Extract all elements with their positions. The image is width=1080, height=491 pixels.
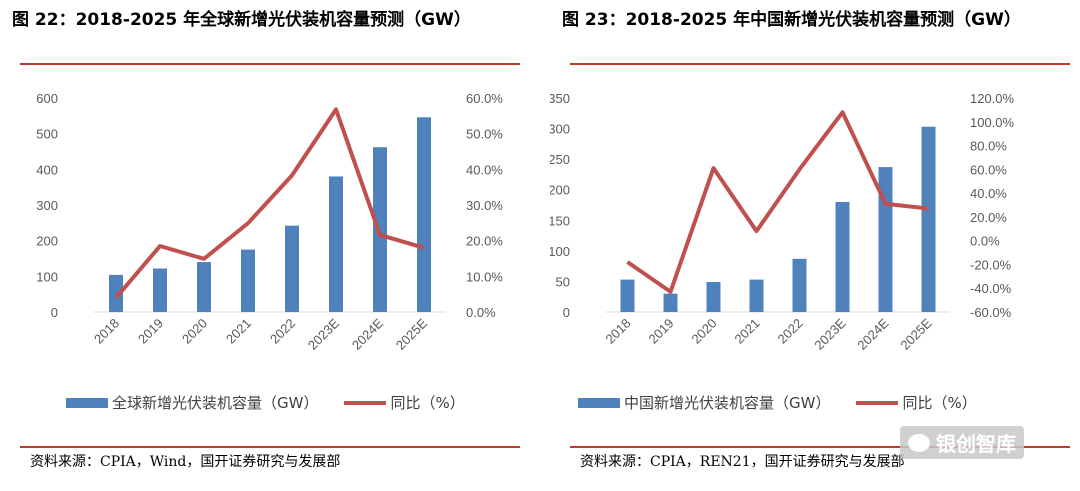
y-right-tick-label: -60.0% bbox=[970, 305, 1012, 320]
y-right-tick-label: 40.0% bbox=[970, 186, 1007, 201]
source-note: 资料来源：CPIA，REN21，国开证券研究与发展部 bbox=[580, 454, 905, 470]
x-tick-label: 2020 bbox=[689, 316, 720, 347]
figure-title: 图 22：2018-2025 年全球新增光伏装机容量预测（GW） bbox=[12, 10, 471, 30]
y-left-tick-label: 100 bbox=[36, 269, 58, 284]
y-right-tick-label: 0.0% bbox=[970, 234, 1000, 249]
y-right-tick-label: 40.0% bbox=[466, 162, 503, 177]
bar bbox=[620, 279, 635, 312]
chart-panel-global: 图 22：2018-2025 年全球新增光伏装机容量预测（GW） 0 100 200… bbox=[0, 0, 530, 491]
y-left-tick-label: 100 bbox=[550, 244, 570, 259]
y-left-tick-label: 0 bbox=[51, 305, 58, 320]
x-tick-label: 2019 bbox=[646, 316, 677, 347]
legend-line-swatch bbox=[344, 400, 387, 405]
chart-legend: 中国新增光伏装机容量（GW） 同比（%） bbox=[578, 392, 977, 413]
y-right-tick-label: 50.0% bbox=[466, 127, 503, 142]
legend-line-label: 同比（%） bbox=[902, 394, 977, 412]
y-right-tick-label: 80.0% bbox=[970, 139, 1007, 154]
y-left-tick-label: 600 bbox=[36, 91, 58, 106]
x-tick-label: 2019 bbox=[135, 316, 166, 347]
bar bbox=[706, 282, 721, 312]
y-left-tick-label: 500 bbox=[36, 127, 58, 142]
legend-bar-swatch bbox=[66, 397, 108, 408]
y-left-tick-label: 350 bbox=[550, 91, 570, 106]
legend-bar-label: 中国新增光伏装机容量（GW） bbox=[624, 394, 831, 412]
y-left-tick-label: 400 bbox=[36, 162, 58, 177]
y-left-tick-label: 0 bbox=[563, 305, 570, 320]
y-right-tick-label: 60.0% bbox=[970, 162, 1007, 177]
bar bbox=[109, 274, 123, 312]
chart-svg-china: 0 50 100 150 200 250 300 350 -60.0% -40.0% -20.0% 0… bbox=[550, 91, 1015, 353]
legend-bar-label: 全球新增光伏装机容量（GW） bbox=[112, 394, 319, 412]
watermark-text: 银创智库 bbox=[936, 432, 1016, 456]
x-tick-label: 2021 bbox=[223, 316, 254, 347]
bar bbox=[153, 268, 167, 312]
y-left-tick-label: 250 bbox=[550, 152, 570, 167]
x-tick-label: 2025E bbox=[897, 315, 934, 352]
x-tick-label: 2018 bbox=[91, 316, 122, 347]
y-right-tick-label: 20.0% bbox=[466, 234, 503, 249]
x-tick-label: 2024E bbox=[349, 315, 386, 352]
y-right-tick-label: 60.0% bbox=[466, 91, 503, 106]
x-tick-label: 2023E bbox=[305, 315, 342, 352]
y-right-tick-label: 20.0% bbox=[970, 210, 1007, 225]
x-tick-label: 2018 bbox=[603, 316, 634, 347]
yoy-line bbox=[626, 110, 929, 294]
y-right-tick-label: 120.0% bbox=[970, 91, 1015, 106]
bar bbox=[921, 126, 936, 312]
x-tick-label: 2022 bbox=[267, 316, 298, 347]
legend-bar-swatch bbox=[578, 397, 620, 408]
wechat-icon bbox=[908, 433, 930, 452]
x-tick-label: 2024E bbox=[854, 315, 891, 352]
source-note: 资料来源：CPIA，Wind，国开证券研究与发展部 bbox=[30, 454, 341, 470]
bar bbox=[241, 249, 255, 312]
chart-panel-china: 图 23：2018-2025 年中国新增光伏装机容量预测（GW） 0 50 100 1… bbox=[550, 0, 1080, 491]
x-tick-label: 2022 bbox=[775, 316, 806, 347]
y-left-tick-label: 150 bbox=[550, 213, 570, 228]
bar bbox=[285, 225, 299, 312]
title-rule bbox=[20, 63, 520, 65]
y-right-tick-label: 30.0% bbox=[466, 198, 503, 213]
y-right-tick-label: 0.0% bbox=[466, 305, 496, 320]
bar bbox=[792, 258, 807, 312]
y-left-tick-label: 200 bbox=[550, 183, 570, 198]
bar bbox=[329, 176, 343, 312]
yoy-line bbox=[114, 107, 425, 300]
legend-line-swatch bbox=[856, 400, 899, 405]
y-left-tick-label: 300 bbox=[36, 198, 58, 213]
y-right-tick-label: -20.0% bbox=[970, 257, 1012, 272]
legend-line-label: 同比（%） bbox=[390, 394, 465, 412]
title-rule bbox=[570, 63, 1070, 65]
y-right-tick-label: 10.0% bbox=[466, 269, 503, 284]
x-tick-label: 2023E bbox=[811, 315, 848, 352]
bar bbox=[417, 117, 431, 312]
y-right-tick-label: 100.0% bbox=[970, 115, 1015, 130]
bar bbox=[197, 262, 211, 312]
x-tick-label: 2021 bbox=[732, 316, 763, 347]
watermark-logo: 银创智库 bbox=[900, 426, 1024, 459]
x-tick-label: 2020 bbox=[179, 316, 210, 347]
y-left-tick-label: 300 bbox=[550, 122, 570, 137]
bar bbox=[835, 201, 850, 312]
chart-svg-global: 0 100 200 300 400 500 600 0.0% 10.0% 20.0% 30.0% 40… bbox=[36, 91, 503, 353]
y-left-tick-label: 200 bbox=[36, 234, 58, 249]
x-tick-label: 2025E bbox=[393, 315, 430, 352]
bottom-rule bbox=[20, 446, 520, 448]
bar bbox=[749, 279, 764, 312]
bar bbox=[663, 293, 678, 312]
bottom-rule bbox=[570, 446, 1070, 448]
y-left-tick-label: 50 bbox=[556, 274, 570, 289]
chart-legend: 全球新增光伏装机容量（GW） 同比（%） bbox=[66, 392, 465, 413]
figure-title: 图 23：2018-2025 年中国新增光伏装机容量预测（GW） bbox=[562, 10, 1021, 30]
y-right-tick-label: -40.0% bbox=[970, 281, 1012, 296]
